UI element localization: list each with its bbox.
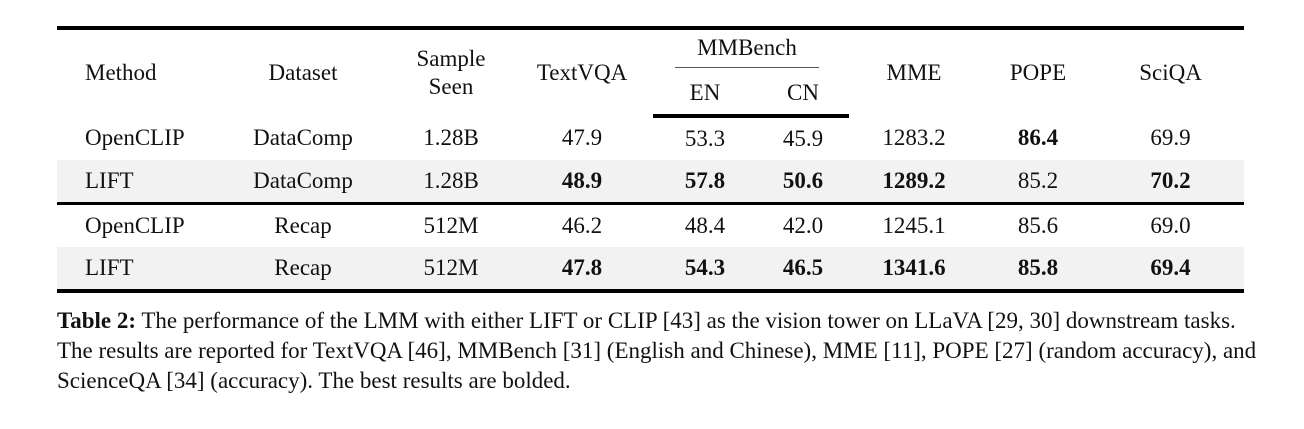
table-body-datacomp: OpenCLIP DataComp 1.28B 47.9 53.3 45.9 1… bbox=[57, 116, 1245, 205]
cell-sample-seen: 1.28B bbox=[423, 125, 479, 150]
cell-mmbench-cn: 42.0 bbox=[782, 213, 824, 238]
cell-mmbench-en: 48.4 bbox=[684, 213, 726, 238]
header-sample-seen: Sample Seen bbox=[391, 26, 511, 116]
cell-sciqa: 69.0 bbox=[1150, 213, 1191, 238]
header-sample-seen-line2: Seen bbox=[428, 74, 474, 99]
cell-textvqa: 47.9 bbox=[561, 125, 603, 150]
header-dataset: Dataset bbox=[215, 26, 391, 116]
cell-sciqa: 69.9 bbox=[1150, 125, 1191, 150]
table-row: OpenCLIP Recap 512M 46.2 48.4 42.0 1245.… bbox=[57, 204, 1244, 248]
cell-dataset: DataComp bbox=[253, 125, 353, 150]
cell-textvqa: 48.9 bbox=[511, 160, 653, 205]
cell-mme: 1283.2 bbox=[882, 125, 946, 150]
cell-mme: 1289.2 bbox=[849, 160, 980, 205]
cell-mmbench-en: 53.3 bbox=[684, 126, 726, 151]
results-table: Method Dataset Sample Seen TextVQA MMBen… bbox=[57, 26, 1245, 293]
cell-method: LIFT bbox=[57, 247, 215, 293]
cell-mmbench-en: 54.3 bbox=[653, 247, 757, 293]
cell-dataset: DataComp bbox=[215, 160, 391, 205]
table-caption: Table 2: The performance of the LMM with… bbox=[57, 306, 1257, 396]
table-body-recap: OpenCLIP Recap 512M 46.2 48.4 42.0 1245.… bbox=[57, 204, 1245, 293]
cell-sciqa: 69.4 bbox=[1097, 247, 1245, 293]
cell-dataset: Recap bbox=[215, 247, 391, 293]
cell-sample-seen: 1.28B bbox=[391, 160, 511, 205]
results-table-container: Method Dataset Sample Seen TextVQA MMBen… bbox=[57, 26, 1245, 293]
cell-pope: 86.4 bbox=[1017, 125, 1059, 150]
header-pope: POPE bbox=[979, 26, 1098, 116]
table-header: Method Dataset Sample Seen TextVQA MMBen… bbox=[57, 26, 1245, 118]
table-row: OpenCLIP DataComp 1.28B 47.9 53.3 45.9 1… bbox=[57, 116, 1244, 160]
cell-method: OpenCLIP bbox=[85, 213, 185, 238]
cell-sample-seen: 512M bbox=[423, 213, 479, 238]
cell-mmbench-cn: 50.6 bbox=[757, 160, 850, 205]
cell-sample-seen: 512M bbox=[391, 247, 511, 293]
header-sciqa: SciQA bbox=[1097, 26, 1245, 116]
caption-text: The performance of the LMM with either L… bbox=[57, 308, 1257, 393]
cell-pope: 85.8 bbox=[979, 247, 1098, 293]
cell-dataset: Recap bbox=[274, 213, 332, 238]
header-sample-seen-line1: Sample bbox=[416, 46, 486, 71]
cell-pope: 85.2 bbox=[979, 160, 1098, 205]
cell-pope: 85.6 bbox=[1017, 213, 1059, 238]
cell-mmbench-cn: 45.9 bbox=[782, 126, 824, 151]
cell-textvqa: 47.8 bbox=[511, 247, 653, 293]
header-mmbench-en: EN bbox=[653, 72, 757, 118]
header-mmbench: MMBench bbox=[653, 26, 850, 72]
table-row: LIFT DataComp 1.28B 48.9 57.8 50.6 1289.… bbox=[57, 160, 1245, 205]
header-mmbench-label: MMBench bbox=[675, 35, 820, 68]
header-mmbench-cn: CN bbox=[757, 72, 850, 118]
header-method: Method bbox=[57, 26, 215, 116]
cell-textvqa: 46.2 bbox=[561, 213, 603, 238]
header-mme: MME bbox=[849, 26, 980, 116]
caption-label: Table 2: bbox=[57, 308, 137, 333]
cell-mme: 1341.6 bbox=[849, 247, 980, 293]
cell-method: OpenCLIP bbox=[85, 125, 185, 150]
cell-mmbench-en: 57.8 bbox=[653, 160, 757, 205]
cell-mme: 1245.1 bbox=[882, 213, 946, 238]
cell-method: LIFT bbox=[57, 160, 215, 205]
cell-mmbench-cn: 46.5 bbox=[757, 247, 850, 293]
table-row: LIFT Recap 512M 47.8 54.3 46.5 1341.6 85… bbox=[57, 247, 1245, 293]
cell-sciqa: 70.2 bbox=[1097, 160, 1245, 205]
header-textvqa: TextVQA bbox=[511, 26, 653, 116]
